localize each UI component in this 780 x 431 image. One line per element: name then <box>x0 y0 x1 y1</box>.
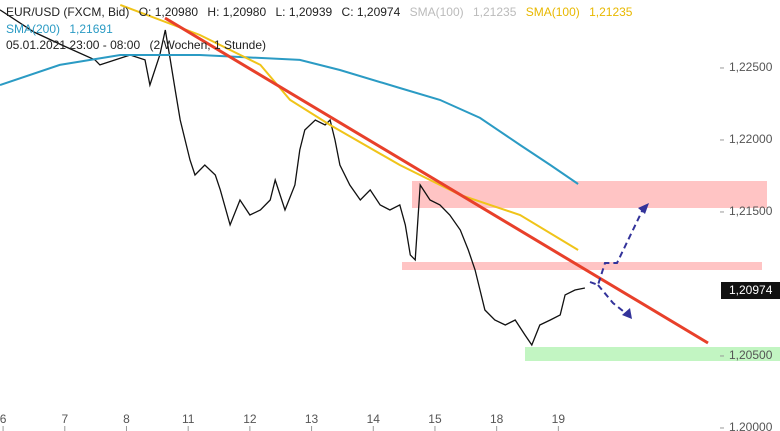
close: C: 1,20974 <box>341 5 401 19</box>
last-price-label: 1,20974 <box>729 283 773 297</box>
sma-gray-name: SMA(100) <box>409 5 464 19</box>
x-tick-label: 11 <box>182 412 195 426</box>
x-tick-label: 15 <box>428 412 442 426</box>
x-tick-label: 13 <box>305 412 319 426</box>
high: H: 1,20980 <box>207 5 267 19</box>
sma200-name: SMA(200) <box>6 22 61 36</box>
low: L: 1,20939 <box>275 5 333 19</box>
x-tick-label: 6 <box>0 412 7 426</box>
y-tick-label: 1,20500 <box>729 348 773 362</box>
arrow-head <box>638 203 649 214</box>
sma-gray-value: 1,21235 <box>472 5 517 19</box>
legend-row: EUR/USD (FXCM, Bid) O: 1,20980 H: 1,2098… <box>6 4 638 20</box>
arrow-head <box>622 308 632 319</box>
x-tick-label: 12 <box>243 412 257 426</box>
last-price-box <box>721 282 780 299</box>
y-tick-label: 1,22000 <box>729 132 773 146</box>
sma100-name: SMA(100) <box>525 5 580 19</box>
x-tick-label: 18 <box>490 412 504 426</box>
x-tick-label: 19 <box>552 412 566 426</box>
resistance-zone <box>412 181 767 208</box>
target-zone <box>525 347 780 361</box>
trend-line <box>164 16 709 345</box>
legend-row: SMA(200) 1,21691 <box>6 21 119 37</box>
date: 05.01.2021 23:00 - 08:00 <box>6 38 141 52</box>
sma200-value: 1,21691 <box>69 22 113 36</box>
y-tick-label: 1,20000 <box>729 420 773 431</box>
period: (2 Wochen, 1 Stunde) <box>149 38 266 52</box>
x-tick-label: 8 <box>123 412 130 426</box>
symbol: EUR/USD (FXCM, Bid) <box>6 5 130 19</box>
x-tick-label: 14 <box>367 412 381 426</box>
sma-line <box>0 54 579 185</box>
price-line <box>0 9 586 347</box>
y-tick-label: 1,22500 <box>729 60 773 74</box>
open: O: 1,20980 <box>138 5 199 19</box>
scenario-down <box>597 284 629 316</box>
sma-line <box>119 3 579 251</box>
y-tick-label: 1,21500 <box>729 204 773 218</box>
legend-row: 05.01.2021 23:00 - 08:00 (2 Wochen, 1 St… <box>6 37 272 53</box>
scenario-up <box>589 204 646 287</box>
x-tick-label: 7 <box>61 412 68 426</box>
sma100-value: 1,21235 <box>589 5 633 19</box>
